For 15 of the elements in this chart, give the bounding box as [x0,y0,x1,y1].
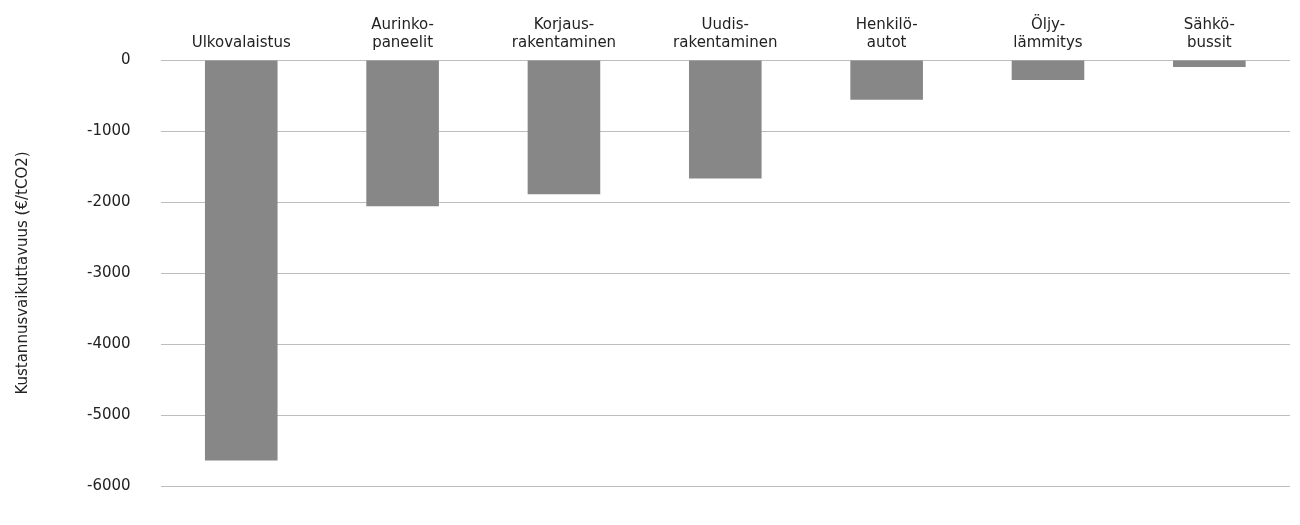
y-tick-label: -3000 [86,262,131,281]
x-tick-label: Korjaus- rakentaminen [511,14,617,51]
x-tick-label: Uudis- rakentaminen [673,14,778,51]
x-tick-label: Ulkovalaistus [191,32,291,51]
y-tick-label: -6000 [86,475,131,494]
x-tick-label: Aurinko- paneelit [371,14,434,51]
y-tick-label: -5000 [86,404,131,423]
y-tick-label: -1000 [86,120,131,139]
y-tick-label: -4000 [86,333,131,352]
x-tick-label: Öljy- lämmitys [1013,13,1083,51]
x-tick-label: Sähkö- bussit [1183,14,1235,51]
x-tick-label: Henkilö- autot [855,14,918,51]
y-axis-title: Kustannusvaikuttavuus (€/tCO2) [12,151,31,395]
y-tick-label: -2000 [86,191,131,210]
y-tick-label: 0 [121,49,131,68]
